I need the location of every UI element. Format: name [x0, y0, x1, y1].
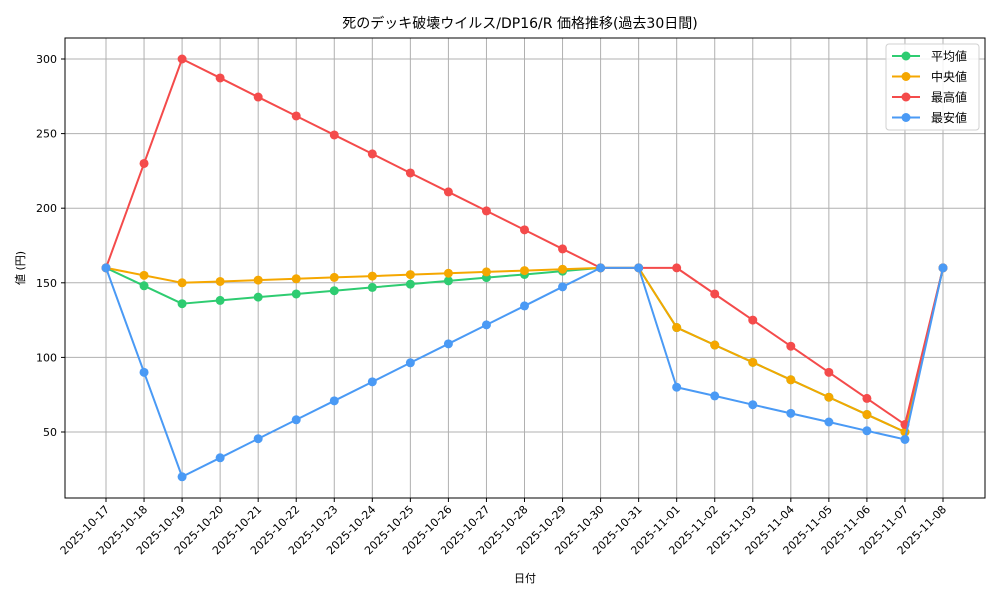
y-tick-label: 250 — [36, 128, 57, 141]
data-point — [405, 279, 415, 289]
legend-marker-icon — [901, 92, 911, 102]
data-point — [748, 400, 758, 410]
data-point — [748, 357, 758, 367]
data-point — [291, 274, 301, 284]
legend-label: 中央値 — [931, 69, 967, 84]
data-point — [824, 392, 834, 402]
y-axis: 50 100 150 200 250 300 — [36, 53, 65, 439]
data-point — [291, 289, 301, 299]
data-point — [215, 73, 225, 83]
data-point — [367, 377, 377, 387]
data-point — [672, 382, 682, 392]
data-point — [634, 263, 644, 273]
data-point — [710, 289, 720, 299]
legend-item: 中央値 — [892, 69, 967, 84]
data-point — [862, 410, 872, 420]
data-point — [900, 434, 910, 444]
y-tick-label: 100 — [36, 351, 57, 364]
data-point — [367, 282, 377, 292]
data-point — [253, 275, 263, 285]
data-point — [329, 286, 339, 296]
series-3 — [101, 263, 948, 482]
data-point — [672, 323, 682, 333]
data-point — [291, 111, 301, 121]
data-point — [786, 408, 796, 418]
legend-item: 平均値 — [892, 49, 967, 64]
data-point — [786, 375, 796, 385]
data-point — [177, 299, 187, 309]
data-point — [558, 282, 568, 292]
data-point — [520, 301, 529, 311]
data-point — [367, 149, 377, 159]
legend-marker-icon — [901, 72, 911, 81]
data-point — [405, 358, 415, 368]
legend-label: 最安値 — [931, 110, 967, 125]
y-tick-label: 200 — [36, 202, 57, 215]
data-point — [329, 272, 339, 282]
data-point — [558, 264, 568, 274]
data-point — [596, 263, 606, 273]
data-point — [253, 434, 263, 444]
x-axis: 2025-10-172025-10-182025-10-192025-10-20… — [58, 498, 949, 557]
data-point — [481, 267, 491, 277]
data-point — [215, 295, 225, 305]
data-point — [177, 54, 187, 64]
data-point — [710, 391, 720, 401]
data-point — [748, 315, 758, 325]
y-tick-label: 150 — [36, 277, 57, 290]
y-tick-label: 50 — [43, 426, 57, 439]
data-point — [177, 472, 187, 482]
data-point — [139, 158, 149, 168]
data-point — [101, 263, 111, 273]
legend-marker-icon — [901, 113, 911, 122]
data-point — [405, 168, 415, 178]
data-point — [139, 270, 149, 280]
data-point — [139, 367, 149, 377]
data-point — [443, 276, 453, 286]
data-point — [824, 417, 834, 427]
data-point — [253, 92, 263, 102]
data-point — [367, 271, 377, 281]
data-point — [215, 453, 225, 463]
data-point — [938, 263, 948, 273]
chart-title: 死のデッキ破壊ウイルス/DP16/R 価格推移(過去30日間) — [342, 15, 697, 32]
legend-marker-icon — [901, 51, 911, 61]
legend-label: 平均値 — [931, 49, 967, 64]
data-point — [329, 130, 339, 140]
data-point — [443, 268, 453, 278]
legend-label: 最高値 — [931, 90, 967, 105]
data-point — [824, 367, 834, 377]
data-point — [558, 244, 568, 254]
data-point — [215, 276, 225, 286]
legend-item: 最安値 — [892, 110, 967, 125]
y-axis-label: 値 (円) — [14, 251, 27, 285]
data-point — [253, 292, 263, 302]
data-point — [862, 393, 872, 403]
series-lines — [101, 54, 948, 482]
data-point — [862, 426, 872, 436]
data-point — [481, 206, 491, 216]
data-point — [291, 415, 301, 425]
data-point — [710, 340, 720, 350]
data-point — [481, 320, 491, 330]
data-point — [405, 270, 415, 280]
data-point — [520, 266, 529, 276]
data-point — [520, 225, 529, 235]
data-point — [443, 339, 453, 349]
data-point — [139, 281, 149, 291]
data-point — [443, 187, 453, 197]
data-point — [329, 396, 339, 406]
data-point — [786, 341, 796, 351]
data-point — [177, 278, 187, 288]
y-tick-label: 300 — [36, 53, 57, 66]
data-point — [672, 263, 682, 273]
series-2 — [101, 54, 948, 430]
legend-item: 最高値 — [892, 90, 967, 105]
x-axis-label: 日付 — [514, 572, 536, 585]
